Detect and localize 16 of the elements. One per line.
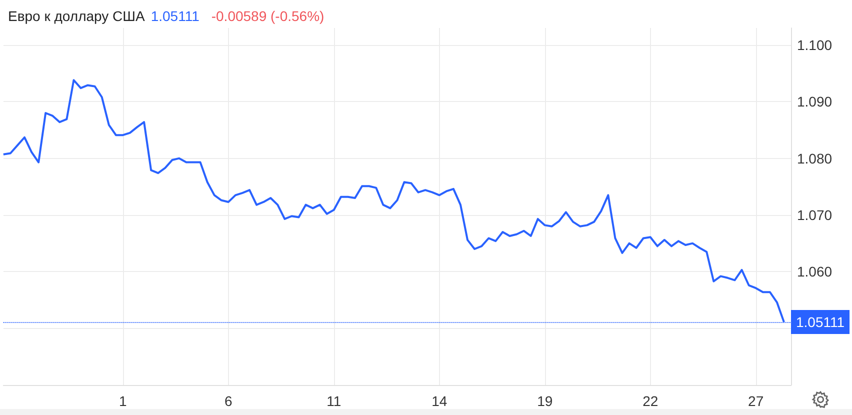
x-tick-label: 14	[432, 393, 448, 409]
y-tick-label: 1.090	[797, 94, 832, 110]
x-tick-label: 6	[224, 393, 233, 409]
x-tick-label: 19	[537, 393, 553, 409]
y-tick-label: 1.070	[797, 207, 832, 223]
x-tick-label: 11	[326, 393, 342, 409]
y-tick-label: 1.100	[797, 37, 832, 53]
x-tick-label: 1	[119, 393, 128, 409]
y-tick-label: 1.060	[797, 264, 832, 280]
x-tick-label: 22	[642, 393, 658, 409]
x-tick-label: 27	[748, 393, 764, 409]
chart-title: Евро к доллару США	[8, 8, 145, 24]
text: 1.05111	[150, 8, 200, 24]
y-tick-label: 1.080	[797, 150, 832, 166]
ref-line-label: 1.05111	[796, 314, 845, 330]
text: -0.00589 (-0.56%)	[211, 8, 324, 24]
